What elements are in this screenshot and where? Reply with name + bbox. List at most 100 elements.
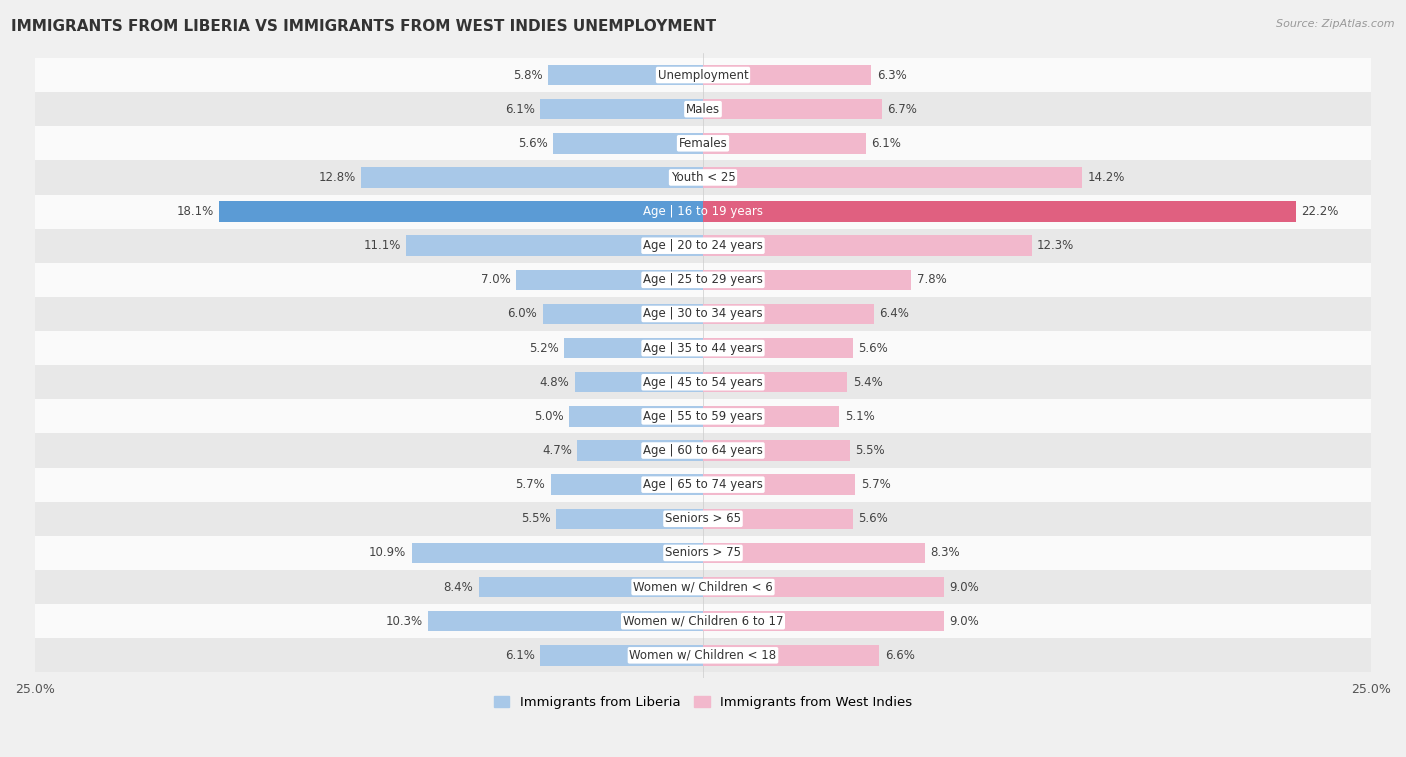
- Bar: [703, 338, 852, 358]
- Text: 12.8%: 12.8%: [318, 171, 356, 184]
- Bar: [35, 58, 1371, 92]
- Bar: [540, 645, 703, 665]
- Bar: [35, 434, 1371, 468]
- Text: 14.2%: 14.2%: [1088, 171, 1125, 184]
- Bar: [703, 611, 943, 631]
- Bar: [703, 304, 875, 324]
- Bar: [703, 201, 1296, 222]
- Bar: [35, 536, 1371, 570]
- Text: 5.4%: 5.4%: [852, 375, 883, 389]
- Bar: [478, 577, 703, 597]
- Text: 6.1%: 6.1%: [505, 649, 534, 662]
- Text: Seniors > 75: Seniors > 75: [665, 547, 741, 559]
- Text: 6.0%: 6.0%: [508, 307, 537, 320]
- Bar: [555, 509, 703, 529]
- Text: Source: ZipAtlas.com: Source: ZipAtlas.com: [1277, 19, 1395, 29]
- Bar: [703, 509, 852, 529]
- Bar: [554, 133, 703, 154]
- Text: 8.3%: 8.3%: [931, 547, 960, 559]
- Bar: [35, 126, 1371, 160]
- Bar: [703, 372, 848, 392]
- Text: 5.7%: 5.7%: [516, 478, 546, 491]
- Text: 5.5%: 5.5%: [522, 512, 551, 525]
- Text: 5.8%: 5.8%: [513, 69, 543, 82]
- Text: 6.1%: 6.1%: [505, 103, 534, 116]
- Text: Age | 60 to 64 years: Age | 60 to 64 years: [643, 444, 763, 457]
- Text: 11.1%: 11.1%: [364, 239, 401, 252]
- Text: 4.7%: 4.7%: [543, 444, 572, 457]
- Bar: [35, 92, 1371, 126]
- Text: 5.7%: 5.7%: [860, 478, 890, 491]
- Text: Age | 45 to 54 years: Age | 45 to 54 years: [643, 375, 763, 389]
- Text: Females: Females: [679, 137, 727, 150]
- Bar: [35, 331, 1371, 365]
- Text: 5.6%: 5.6%: [519, 137, 548, 150]
- Text: Youth < 25: Youth < 25: [671, 171, 735, 184]
- Text: Age | 30 to 34 years: Age | 30 to 34 years: [643, 307, 763, 320]
- Text: 6.3%: 6.3%: [877, 69, 907, 82]
- Text: 7.0%: 7.0%: [481, 273, 510, 286]
- Text: 9.0%: 9.0%: [949, 615, 979, 628]
- Text: 5.6%: 5.6%: [858, 341, 887, 354]
- Bar: [569, 407, 703, 427]
- Bar: [406, 235, 703, 256]
- Bar: [35, 604, 1371, 638]
- Bar: [35, 160, 1371, 195]
- Text: 18.1%: 18.1%: [177, 205, 214, 218]
- Text: Women w/ Children 6 to 17: Women w/ Children 6 to 17: [623, 615, 783, 628]
- Text: 9.0%: 9.0%: [949, 581, 979, 593]
- Bar: [703, 645, 879, 665]
- Bar: [35, 399, 1371, 434]
- Bar: [551, 475, 703, 495]
- Bar: [703, 475, 855, 495]
- Text: 5.5%: 5.5%: [855, 444, 884, 457]
- Bar: [703, 133, 866, 154]
- Text: 5.6%: 5.6%: [858, 512, 887, 525]
- Bar: [703, 441, 851, 461]
- Bar: [516, 269, 703, 290]
- Bar: [412, 543, 703, 563]
- Bar: [540, 99, 703, 120]
- Bar: [35, 502, 1371, 536]
- Text: Seniors > 65: Seniors > 65: [665, 512, 741, 525]
- Bar: [35, 263, 1371, 297]
- Text: Age | 65 to 74 years: Age | 65 to 74 years: [643, 478, 763, 491]
- Bar: [703, 577, 943, 597]
- Legend: Immigrants from Liberia, Immigrants from West Indies: Immigrants from Liberia, Immigrants from…: [488, 691, 918, 715]
- Text: Age | 25 to 29 years: Age | 25 to 29 years: [643, 273, 763, 286]
- Bar: [35, 297, 1371, 331]
- Text: 22.2%: 22.2%: [1302, 205, 1339, 218]
- Text: 5.2%: 5.2%: [529, 341, 558, 354]
- Text: Age | 55 to 59 years: Age | 55 to 59 years: [643, 410, 763, 423]
- Text: 5.0%: 5.0%: [534, 410, 564, 423]
- Text: 6.1%: 6.1%: [872, 137, 901, 150]
- Text: IMMIGRANTS FROM LIBERIA VS IMMIGRANTS FROM WEST INDIES UNEMPLOYMENT: IMMIGRANTS FROM LIBERIA VS IMMIGRANTS FR…: [11, 19, 717, 34]
- Bar: [703, 167, 1083, 188]
- Bar: [578, 441, 703, 461]
- Text: 7.8%: 7.8%: [917, 273, 946, 286]
- Text: 12.3%: 12.3%: [1038, 239, 1074, 252]
- Bar: [35, 638, 1371, 672]
- Bar: [703, 235, 1032, 256]
- Text: Women w/ Children < 6: Women w/ Children < 6: [633, 581, 773, 593]
- Bar: [703, 269, 911, 290]
- Bar: [35, 365, 1371, 399]
- Text: Age | 35 to 44 years: Age | 35 to 44 years: [643, 341, 763, 354]
- Bar: [35, 229, 1371, 263]
- Bar: [35, 570, 1371, 604]
- Bar: [35, 195, 1371, 229]
- Bar: [703, 407, 839, 427]
- Text: 6.7%: 6.7%: [887, 103, 917, 116]
- Bar: [564, 338, 703, 358]
- Text: Age | 16 to 19 years: Age | 16 to 19 years: [643, 205, 763, 218]
- Text: 8.4%: 8.4%: [443, 581, 474, 593]
- Text: 10.3%: 10.3%: [385, 615, 422, 628]
- Text: Unemployment: Unemployment: [658, 69, 748, 82]
- Text: Age | 20 to 24 years: Age | 20 to 24 years: [643, 239, 763, 252]
- Bar: [548, 65, 703, 86]
- Bar: [219, 201, 703, 222]
- Bar: [703, 99, 882, 120]
- Bar: [427, 611, 703, 631]
- Text: 5.1%: 5.1%: [845, 410, 875, 423]
- Bar: [703, 543, 925, 563]
